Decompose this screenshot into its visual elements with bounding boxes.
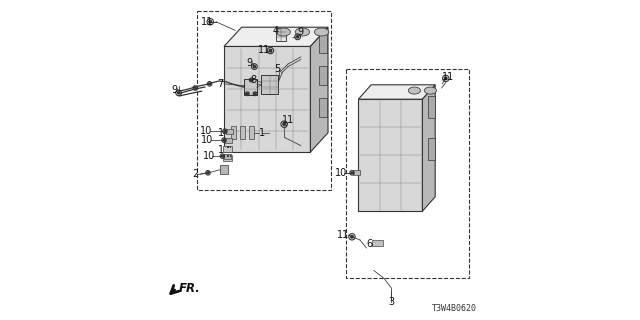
Text: FR.: FR. <box>179 282 201 294</box>
Bar <box>223 146 232 152</box>
Polygon shape <box>310 27 328 152</box>
Ellipse shape <box>295 28 310 36</box>
Circle shape <box>177 92 180 94</box>
Text: 5: 5 <box>275 64 281 74</box>
Polygon shape <box>262 75 278 94</box>
Circle shape <box>283 123 285 125</box>
Bar <box>428 138 435 160</box>
Text: 11: 11 <box>201 17 214 27</box>
Circle shape <box>224 130 226 132</box>
Text: 1: 1 <box>218 128 225 138</box>
Bar <box>319 98 327 117</box>
Text: 4: 4 <box>273 26 279 36</box>
Circle shape <box>223 139 225 141</box>
Circle shape <box>351 236 353 238</box>
Polygon shape <box>358 99 422 211</box>
Polygon shape <box>422 85 435 211</box>
Text: 9: 9 <box>171 85 177 95</box>
Bar <box>227 129 234 134</box>
Circle shape <box>246 93 248 94</box>
Text: 10: 10 <box>201 135 214 145</box>
Text: 10: 10 <box>200 126 212 136</box>
Text: 9: 9 <box>298 27 304 37</box>
Ellipse shape <box>424 87 436 94</box>
Circle shape <box>269 49 271 52</box>
Bar <box>231 126 237 139</box>
Text: 1: 1 <box>218 145 225 155</box>
Text: 9: 9 <box>246 58 253 68</box>
Polygon shape <box>358 85 435 99</box>
Text: 8: 8 <box>251 75 257 85</box>
Bar <box>353 171 360 175</box>
Circle shape <box>209 83 211 85</box>
Ellipse shape <box>314 28 329 36</box>
Polygon shape <box>244 79 257 95</box>
Bar <box>249 126 255 139</box>
Text: 10: 10 <box>202 151 215 161</box>
Text: 11: 11 <box>442 72 454 82</box>
Text: T3W4B0620: T3W4B0620 <box>432 304 477 313</box>
Ellipse shape <box>408 87 420 94</box>
Text: 11: 11 <box>258 44 270 55</box>
Polygon shape <box>224 46 310 152</box>
Text: 3: 3 <box>388 297 394 308</box>
Bar <box>220 165 228 174</box>
Bar <box>276 28 285 41</box>
Bar <box>319 34 327 53</box>
Ellipse shape <box>276 28 291 36</box>
Text: 11: 11 <box>337 230 349 240</box>
Bar <box>428 96 435 118</box>
Bar <box>225 138 232 143</box>
Bar <box>224 154 231 159</box>
Text: 11: 11 <box>282 115 294 125</box>
Circle shape <box>254 93 256 94</box>
Bar <box>240 126 246 139</box>
Circle shape <box>296 36 299 38</box>
Text: 2: 2 <box>192 169 198 180</box>
Bar <box>346 69 468 278</box>
Circle shape <box>253 65 255 68</box>
Circle shape <box>351 172 353 174</box>
Circle shape <box>250 79 252 81</box>
Circle shape <box>221 155 223 157</box>
Bar <box>319 66 327 85</box>
Text: 7: 7 <box>218 79 224 89</box>
Bar <box>372 240 383 246</box>
Circle shape <box>195 87 196 89</box>
Circle shape <box>209 20 211 23</box>
Bar <box>223 155 232 161</box>
Text: 1: 1 <box>259 128 265 138</box>
Polygon shape <box>224 27 328 46</box>
Text: 6: 6 <box>367 239 372 250</box>
Circle shape <box>445 77 447 80</box>
Circle shape <box>207 172 209 174</box>
Bar <box>197 11 332 190</box>
Text: 10: 10 <box>335 168 347 178</box>
